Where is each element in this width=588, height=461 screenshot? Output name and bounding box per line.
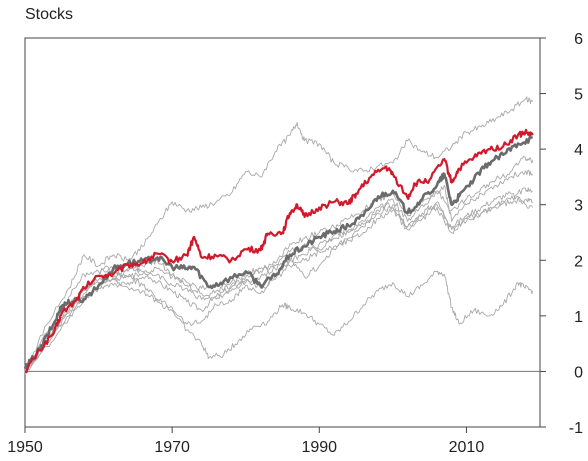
x-tick-label: 2010 (449, 439, 485, 456)
axis-layer: -1 0 1 2 3 4 5 6 1950 1970 1990 2010 (7, 31, 583, 456)
plot-border (24, 37, 541, 428)
x-tick-label: 1990 (301, 439, 337, 456)
y-tick-label: -1 (569, 420, 583, 437)
x-tick-label: 1970 (154, 439, 190, 456)
series-layer (23, 96, 534, 375)
chart-title: Stocks (25, 6, 74, 23)
y-tick-label: 6 (574, 31, 583, 48)
series-line-dark (23, 136, 534, 370)
series-line-light (24, 169, 533, 372)
y-tick-label: 1 (574, 309, 583, 326)
x-tick-label: 1950 (7, 439, 43, 456)
y-tick-label: 0 (574, 364, 583, 381)
series-line-light (24, 191, 534, 372)
series-line-light (24, 196, 533, 372)
series-line-light (24, 155, 534, 374)
y-tick-label: 2 (574, 253, 583, 270)
y-tick-label: 3 (574, 198, 583, 215)
y-tick-label: 4 (574, 142, 583, 159)
series-line-light (24, 96, 534, 372)
plot-frame (24, 37, 541, 428)
y-tick-label: 5 (574, 87, 583, 104)
series-line-highlight (24, 128, 534, 374)
series-line-light (24, 265, 534, 375)
